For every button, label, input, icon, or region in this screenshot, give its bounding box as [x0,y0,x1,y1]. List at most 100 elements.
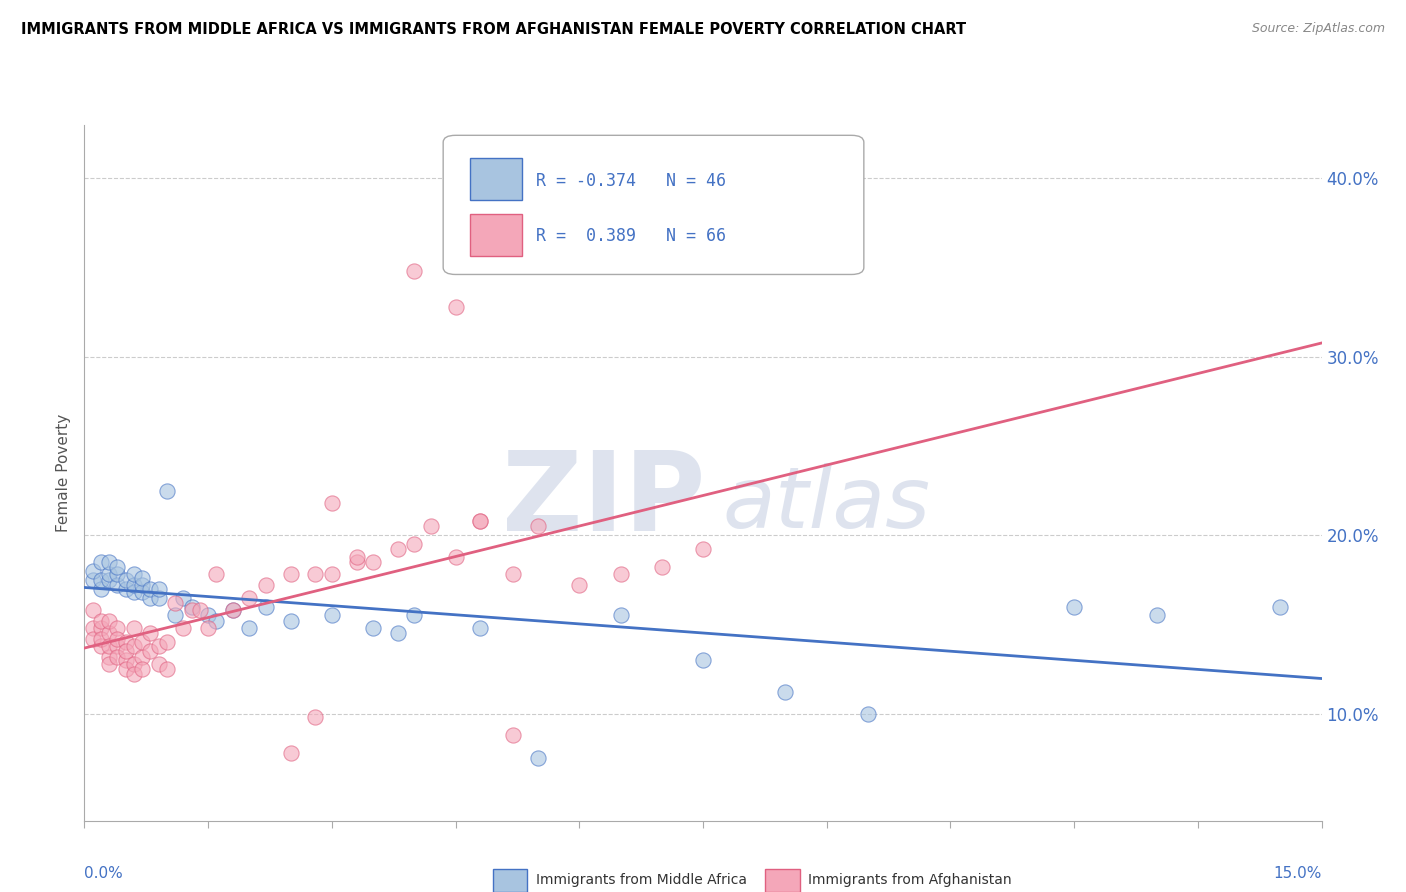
Point [419,519,441,533]
Point [361,555,384,569]
Point [131,635,153,649]
FancyBboxPatch shape [471,214,523,256]
Point [238,621,260,635]
Point [139,626,162,640]
Text: R =  0.389   N = 66: R = 0.389 N = 66 [536,227,725,245]
Point [527,751,550,765]
Point [122,621,145,635]
Point [122,639,145,653]
Point [90,614,112,628]
Point [165,596,187,610]
Point [148,657,170,671]
Point [444,300,467,314]
Point [692,653,714,667]
Point [148,582,170,596]
Point [98,639,121,653]
Point [444,549,467,564]
Text: 15.0%: 15.0% [1274,866,1322,881]
Point [105,578,128,592]
Point [321,496,343,510]
Point [105,632,128,646]
Point [651,560,673,574]
Point [222,603,245,617]
Point [105,560,128,574]
Point [105,639,128,653]
Point [404,264,426,278]
Point [98,657,121,671]
Point [82,573,104,587]
Point [321,608,343,623]
Point [114,644,136,658]
Point [222,603,245,617]
Point [82,603,104,617]
Point [122,667,145,681]
Point [527,519,550,533]
Point [180,599,202,614]
FancyBboxPatch shape [471,158,523,200]
Point [98,567,121,582]
Point [304,710,326,724]
Point [346,549,368,564]
Text: R = -0.374   N = 46: R = -0.374 N = 46 [536,171,725,189]
Point [692,542,714,557]
Point [470,514,492,528]
Point [346,555,368,569]
Point [172,591,194,605]
Point [180,603,202,617]
Point [609,608,631,623]
Point [114,662,136,676]
Point [172,621,194,635]
Point [280,614,302,628]
Point [156,662,179,676]
Point [122,578,145,592]
Point [131,571,153,585]
Text: ZIP: ZIP [502,447,706,554]
Point [122,585,145,599]
Text: 0.0%: 0.0% [84,866,124,881]
Point [139,644,162,658]
Point [387,626,409,640]
Point [280,746,302,760]
Point [165,608,187,623]
Point [82,621,104,635]
Point [254,578,277,592]
Y-axis label: Female Poverty: Female Poverty [56,414,72,532]
Text: Immigrants from Afghanistan: Immigrants from Afghanistan [808,873,1012,888]
Point [387,542,409,557]
Point [1063,599,1085,614]
Point [122,657,145,671]
Point [82,564,104,578]
Text: Immigrants from Middle Africa: Immigrants from Middle Africa [536,873,747,888]
Point [502,728,524,742]
Point [188,603,211,617]
Point [568,578,591,592]
Text: Source: ZipAtlas.com: Source: ZipAtlas.com [1251,22,1385,36]
Point [148,639,170,653]
Point [98,649,121,664]
Point [131,578,153,592]
Point [98,573,121,587]
FancyBboxPatch shape [492,870,527,892]
Point [105,621,128,635]
Point [205,614,228,628]
Point [90,639,112,653]
Point [775,685,797,699]
Point [856,706,879,721]
Point [90,555,112,569]
Point [1146,608,1168,623]
Point [105,649,128,664]
Point [205,567,228,582]
Point [361,621,384,635]
Text: IMMIGRANTS FROM MIDDLE AFRICA VS IMMIGRANTS FROM AFGHANISTAN FEMALE POVERTY CORR: IMMIGRANTS FROM MIDDLE AFRICA VS IMMIGRA… [21,22,966,37]
Point [321,567,343,582]
Point [90,632,112,646]
Point [404,537,426,551]
Point [280,567,302,582]
Point [197,608,219,623]
Point [90,573,112,587]
Point [470,514,492,528]
Point [105,567,128,582]
Point [502,567,524,582]
Point [90,582,112,596]
Point [139,582,162,596]
